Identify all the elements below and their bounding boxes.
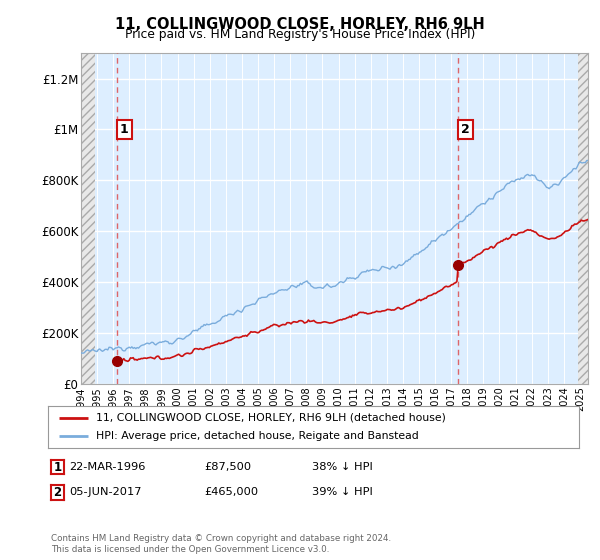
Bar bbox=[578, 53, 588, 384]
Text: 11, COLLINGWOOD CLOSE, HORLEY, RH6 9LH (detached house): 11, COLLINGWOOD CLOSE, HORLEY, RH6 9LH (… bbox=[96, 413, 446, 423]
Text: 39% ↓ HPI: 39% ↓ HPI bbox=[312, 487, 373, 497]
Text: 05-JUN-2017: 05-JUN-2017 bbox=[69, 487, 142, 497]
Text: 2: 2 bbox=[461, 123, 470, 136]
Text: £87,500: £87,500 bbox=[204, 462, 251, 472]
Text: 22-MAR-1996: 22-MAR-1996 bbox=[69, 462, 145, 472]
Text: Price paid vs. HM Land Registry's House Price Index (HPI): Price paid vs. HM Land Registry's House … bbox=[125, 28, 475, 41]
Bar bbox=[81, 53, 95, 384]
Text: Contains HM Land Registry data © Crown copyright and database right 2024.
This d: Contains HM Land Registry data © Crown c… bbox=[51, 534, 391, 554]
Text: £465,000: £465,000 bbox=[204, 487, 258, 497]
Text: 11, COLLINGWOOD CLOSE, HORLEY, RH6 9LH: 11, COLLINGWOOD CLOSE, HORLEY, RH6 9LH bbox=[115, 17, 485, 32]
Text: 1: 1 bbox=[53, 460, 62, 474]
Text: 1: 1 bbox=[120, 123, 129, 136]
Text: 38% ↓ HPI: 38% ↓ HPI bbox=[312, 462, 373, 472]
Text: 2: 2 bbox=[53, 486, 62, 499]
Text: HPI: Average price, detached house, Reigate and Banstead: HPI: Average price, detached house, Reig… bbox=[96, 431, 419, 441]
